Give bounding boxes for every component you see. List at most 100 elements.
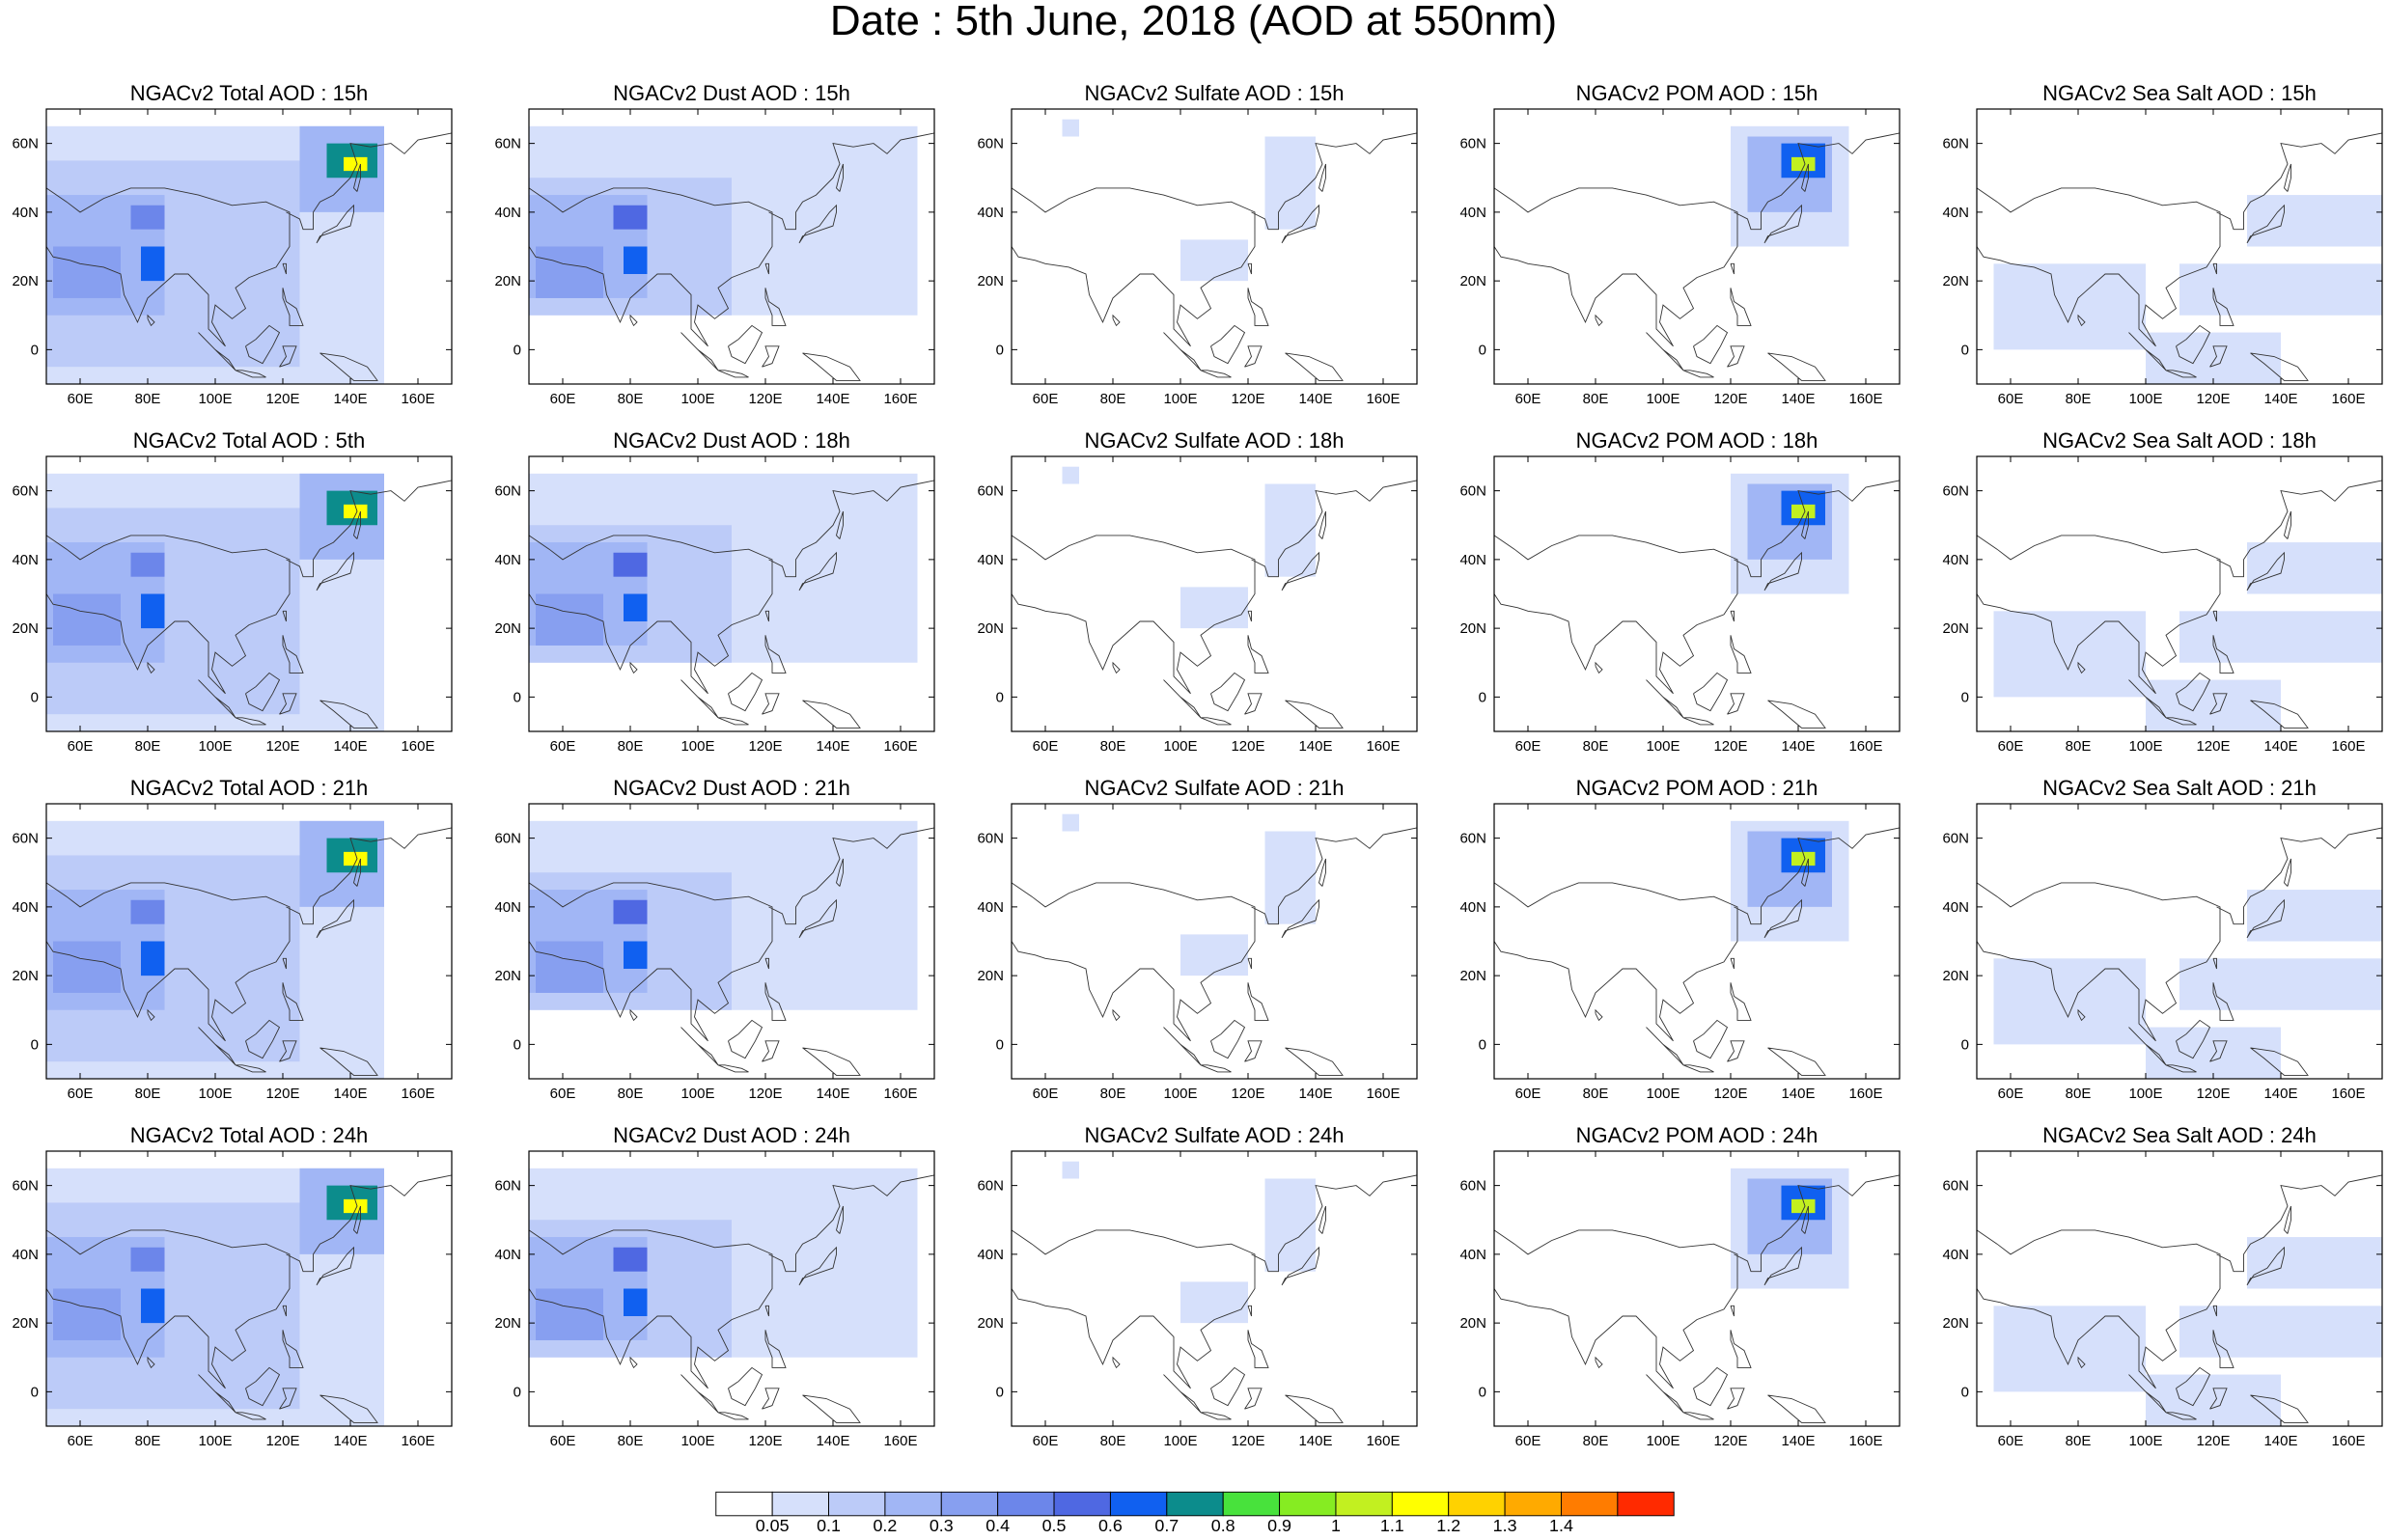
map-panel: NGACv2 Sulfate AOD : 15h 60E 80E 100E 120E 14… xyxy=(965,80,1448,413)
aod-field-cell xyxy=(536,941,603,993)
panel-title: NGACv2 Sea Salt AOD : 24h xyxy=(2042,1123,2317,1147)
colorbar-label: 0.05 xyxy=(756,1516,790,1534)
y-tick-label: 40N xyxy=(1459,899,1486,916)
aod-map: 60E 80E 100E 120E 140E 160E 0 20N 40N 60N xyxy=(1942,455,2383,755)
coastline xyxy=(528,480,935,729)
y-tick-label: 60N xyxy=(494,1178,521,1195)
x-tick-label: 100E xyxy=(680,391,714,407)
aod-map: 60E 80E 100E 120E 140E 160E 0 20N 40N 60N xyxy=(977,803,1418,1102)
aod-field-cell xyxy=(2146,1027,2281,1079)
map-panel: NGACv2 Sea Salt AOD : 18h 60E 80E 100E 120E 1… xyxy=(1930,427,2387,760)
aod-field-cell xyxy=(1993,1306,2146,1392)
y-tick-label: 40N xyxy=(12,1247,39,1263)
colorbar-box xyxy=(1335,1491,1393,1517)
panel-title: NGACv2 Sea Salt AOD : 15h xyxy=(2042,81,2317,105)
y-tick-label: 40N xyxy=(1942,552,1969,568)
aod-field-cell xyxy=(2179,1306,2382,1358)
x-tick-label: 60E xyxy=(550,391,576,407)
x-tick-label: 80E xyxy=(1100,1086,1126,1102)
x-tick-label: 140E xyxy=(816,391,849,407)
plot-frame xyxy=(45,108,453,385)
aod-field-cell xyxy=(1993,958,2146,1045)
x-tick-label: 100E xyxy=(1646,1433,1679,1449)
y-tick-label: 0 xyxy=(1961,342,1969,358)
y-tick-label: 0 xyxy=(513,1384,521,1400)
x-tick-label: 160E xyxy=(2331,1433,2365,1449)
x-tick-label: 120E xyxy=(1231,1086,1264,1102)
x-tick-label: 80E xyxy=(1583,738,1609,755)
y-tick-label: 0 xyxy=(1479,1384,1486,1400)
aod-map: 60E 80E 100E 120E 140E 160E 0 20N 40N 60N xyxy=(977,455,1418,755)
x-tick-label: 60E xyxy=(1515,391,1541,407)
coastline xyxy=(528,132,935,381)
map-panel: NGACv2 Total AOD : 21h 60E 80E 100E 120E 140E… xyxy=(0,775,483,1108)
panel-title: NGACv2 Dust AOD : 18h xyxy=(613,428,850,453)
x-tick-label: 140E xyxy=(333,1433,367,1449)
x-tick-label: 100E xyxy=(2128,391,2162,407)
aod-field-cell xyxy=(536,246,603,298)
plot-frame xyxy=(1976,1150,2383,1427)
x-tick-label: 120E xyxy=(1231,391,1264,407)
aod-field-cell xyxy=(1180,934,1248,976)
aod-field-cell xyxy=(2247,1237,2382,1289)
aod-field-cell xyxy=(2247,890,2382,942)
aod-field-cell xyxy=(2179,611,2382,663)
colorbar-label: 0.7 xyxy=(1154,1516,1179,1534)
aod-field-cell xyxy=(1791,156,1816,172)
colorbar-label: 0.2 xyxy=(873,1516,897,1534)
x-tick-label: 140E xyxy=(2263,391,2297,407)
plot-frame xyxy=(1976,803,2383,1080)
y-tick-label: 20N xyxy=(977,968,1004,984)
aod-map: 60E 80E 100E 120E 140E 160E 0 20N 40N 60N xyxy=(1942,803,2383,1102)
y-tick-label: 60N xyxy=(1942,136,1969,152)
y-tick-label: 0 xyxy=(31,342,39,358)
x-tick-label: 60E xyxy=(68,1086,94,1102)
aod-field-cell xyxy=(1264,1178,1316,1272)
x-tick-label: 140E xyxy=(1298,738,1332,755)
x-tick-label: 120E xyxy=(265,1086,299,1102)
x-tick-label: 80E xyxy=(618,1433,644,1449)
y-tick-label: 20N xyxy=(494,620,521,637)
plot-frame xyxy=(1011,1150,1418,1427)
y-tick-label: 0 xyxy=(1479,1036,1486,1053)
x-tick-label: 60E xyxy=(68,1433,94,1449)
y-tick-label: 0 xyxy=(996,1384,1004,1400)
y-tick-label: 60N xyxy=(977,483,1004,500)
aod-field-cell xyxy=(141,1288,165,1324)
x-tick-label: 80E xyxy=(2066,391,2092,407)
x-tick-label: 160E xyxy=(1366,738,1400,755)
colorbar-box xyxy=(997,1491,1055,1517)
coastline xyxy=(1493,480,1901,729)
coastline xyxy=(45,1174,453,1423)
plot-frame xyxy=(45,803,453,1080)
panel-title: NGACv2 Total AOD : 24h xyxy=(129,1123,369,1147)
y-tick-label: 20N xyxy=(12,968,39,984)
y-tick-label: 0 xyxy=(513,1036,521,1053)
plot-frame xyxy=(528,108,935,385)
x-tick-label: 160E xyxy=(1366,1433,1400,1449)
y-tick-label: 20N xyxy=(977,1315,1004,1332)
x-tick-label: 120E xyxy=(2196,1086,2230,1102)
x-tick-label: 100E xyxy=(1163,1433,1197,1449)
aod-field-cell xyxy=(536,593,603,646)
x-tick-label: 160E xyxy=(1366,391,1400,407)
colorbar-box xyxy=(1109,1491,1168,1517)
x-tick-label: 140E xyxy=(2263,738,2297,755)
y-tick-label: 40N xyxy=(1942,1247,1969,1263)
aod-field-cell xyxy=(1062,466,1079,484)
y-tick-label: 0 xyxy=(996,342,1004,358)
y-tick-label: 60N xyxy=(494,136,521,152)
panel-title: NGACv2 POM AOD : 21h xyxy=(1575,776,1818,800)
aod-map: 60E 80E 100E 120E 140E 160E 0 20N 40N 60N xyxy=(977,1150,1418,1449)
y-tick-label: 60N xyxy=(1459,1178,1486,1195)
x-tick-label: 100E xyxy=(2128,738,2162,755)
x-tick-label: 120E xyxy=(265,391,299,407)
y-tick-label: 40N xyxy=(12,899,39,916)
colorbar-label: 1.4 xyxy=(1549,1516,1573,1534)
y-tick-label: 40N xyxy=(977,552,1004,568)
figure-title: Date : 5th June, 2018 (AOD at 550nm) xyxy=(829,0,1558,44)
colorbar-label: 1 xyxy=(1331,1516,1341,1534)
x-tick-label: 160E xyxy=(401,1086,434,1102)
x-tick-label: 60E xyxy=(1998,1086,2024,1102)
plot-frame xyxy=(1976,108,2383,385)
